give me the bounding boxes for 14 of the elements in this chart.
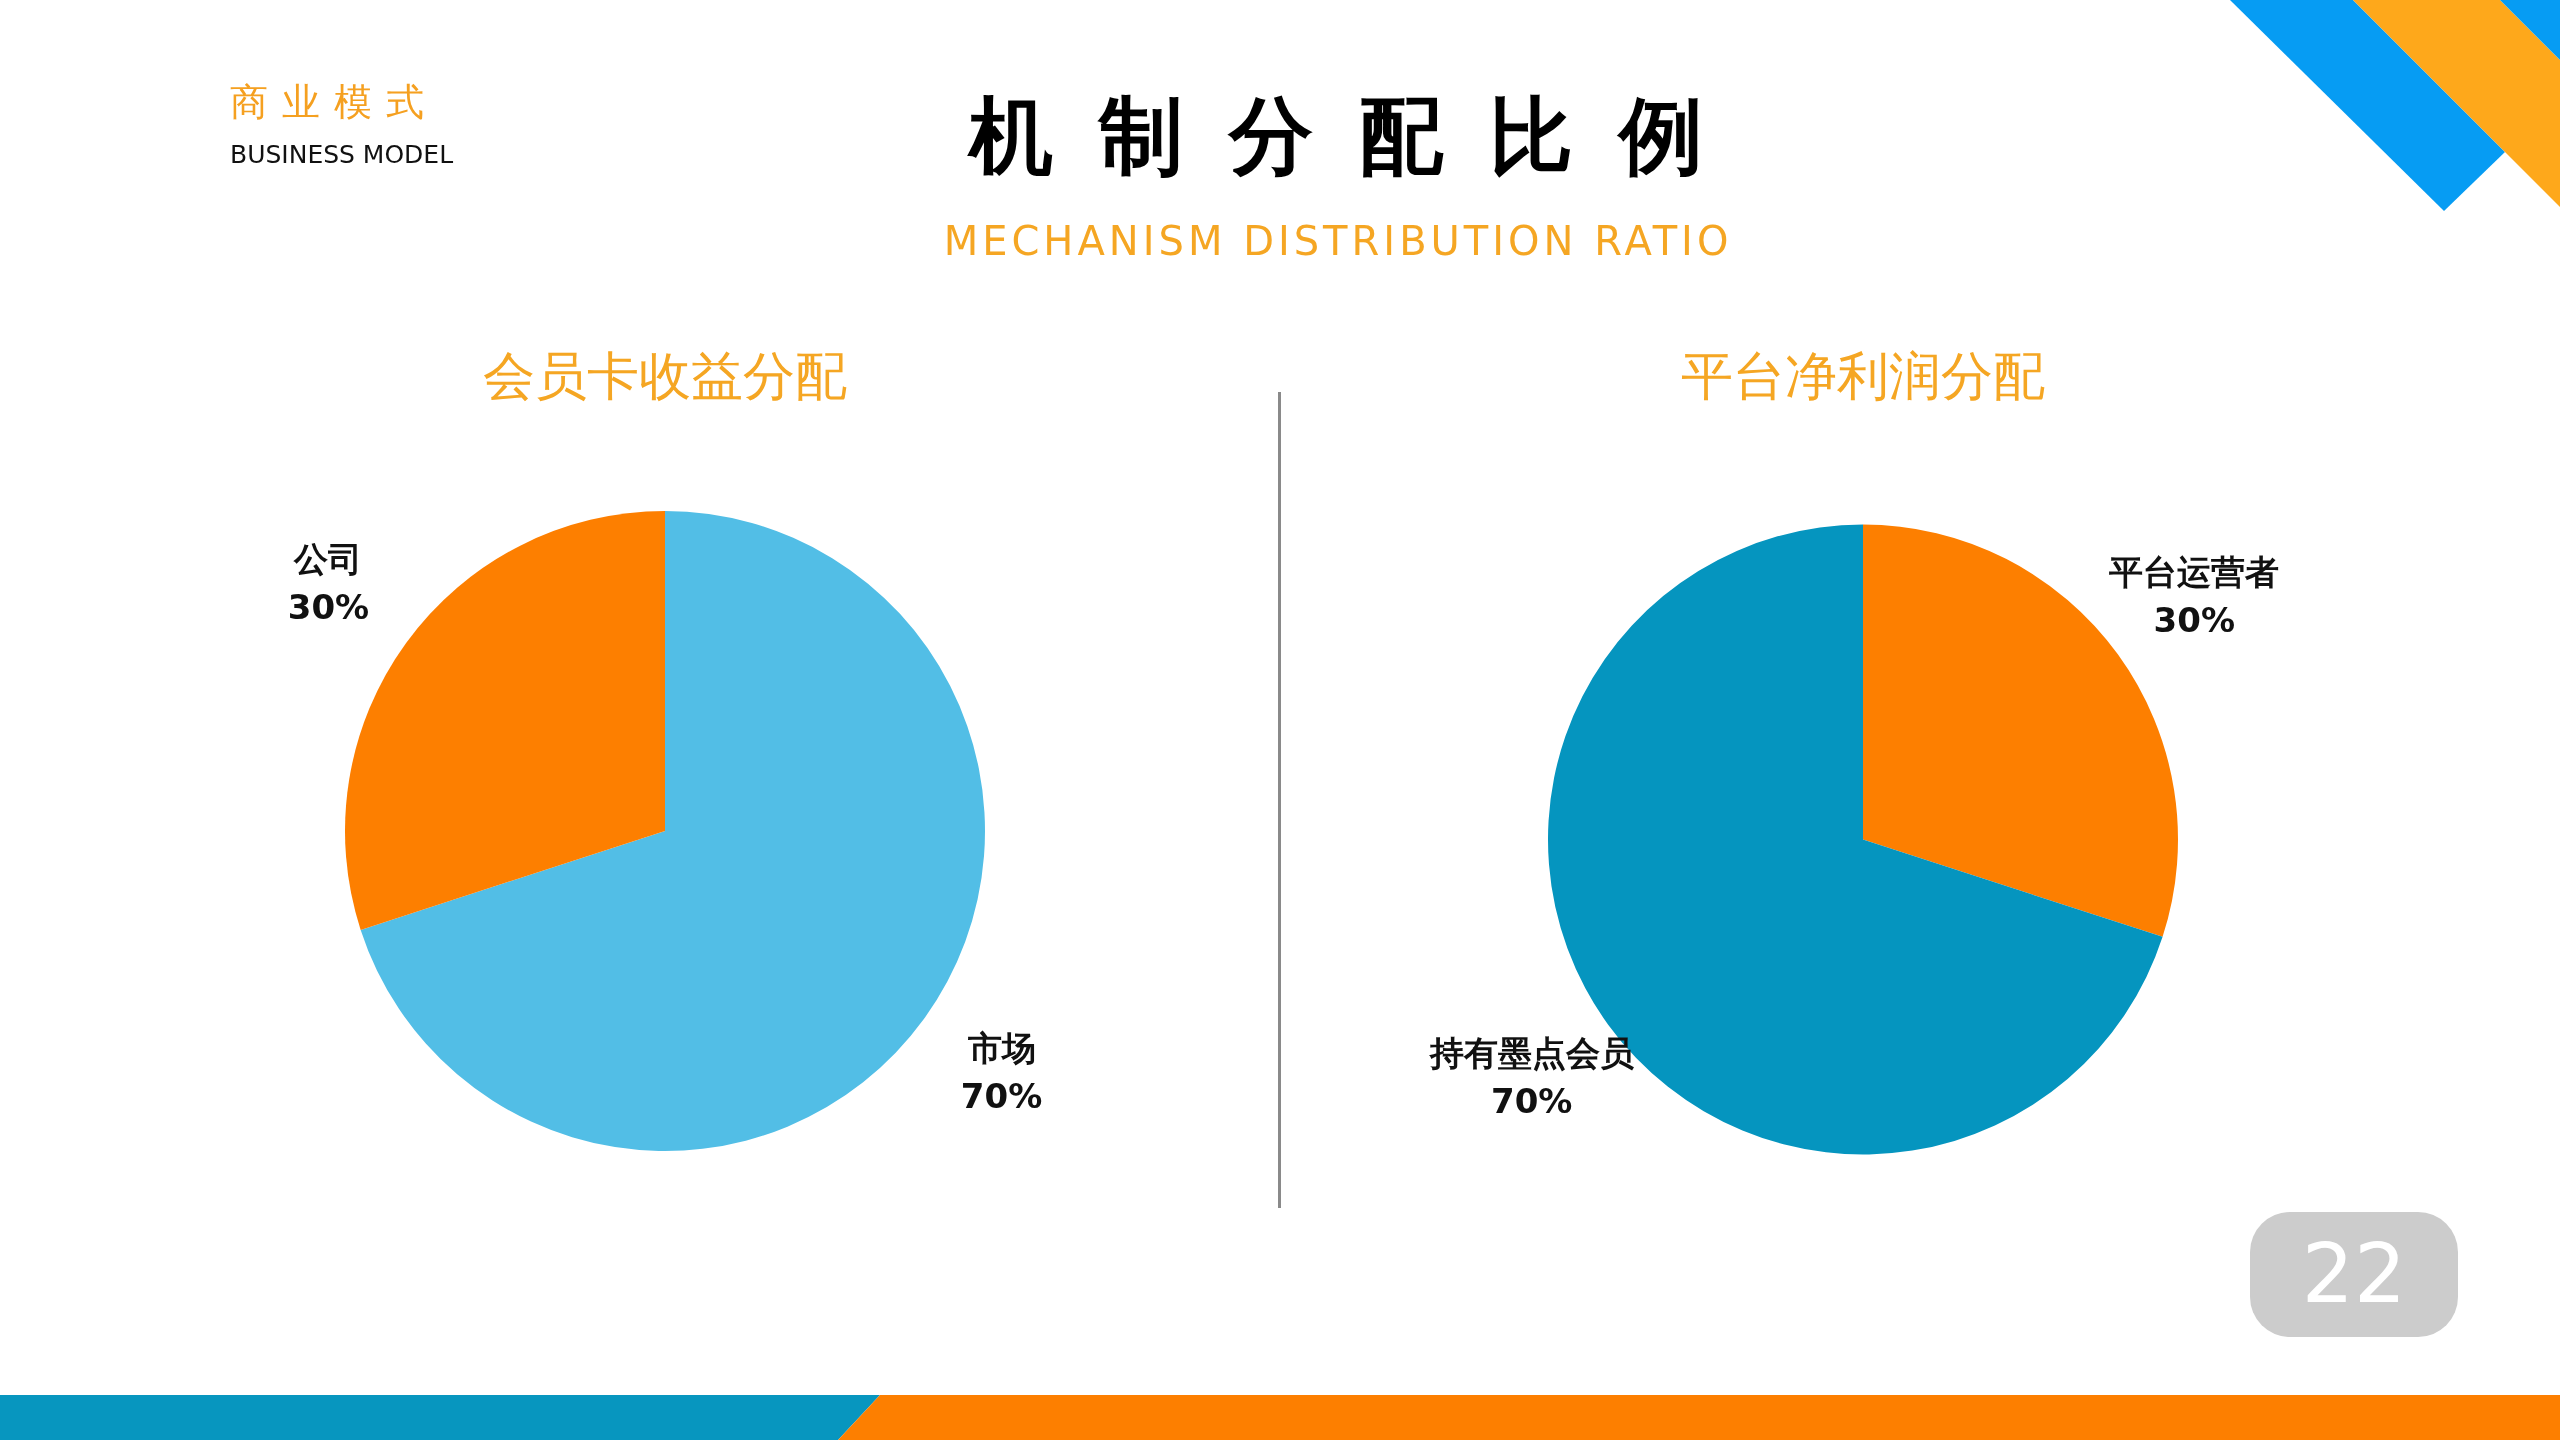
data-label: 30% [2153, 599, 2235, 640]
data-label: 70% [960, 1076, 1043, 1117]
chart-title: 会员卡收益分配 [483, 346, 847, 406]
slice-label: 持有墨点会员 [1427, 1033, 1634, 1074]
chart-title: 平台净利润分配 [1681, 346, 2045, 406]
text: 机制分配比例 [969, 87, 1749, 185]
data-label: 70% [1491, 1081, 1573, 1122]
data-label: 30% [287, 587, 370, 628]
text: 商业模式 [230, 80, 438, 124]
slice-label: 平台运营者 [2108, 551, 2280, 592]
slice-label: 市场 [966, 1028, 1036, 1069]
text: MECHANISM DISTRIBUTION RATIO [943, 218, 1733, 264]
slice-label: 公司 [293, 539, 363, 580]
text: BUSINESS MODEL [230, 140, 454, 169]
